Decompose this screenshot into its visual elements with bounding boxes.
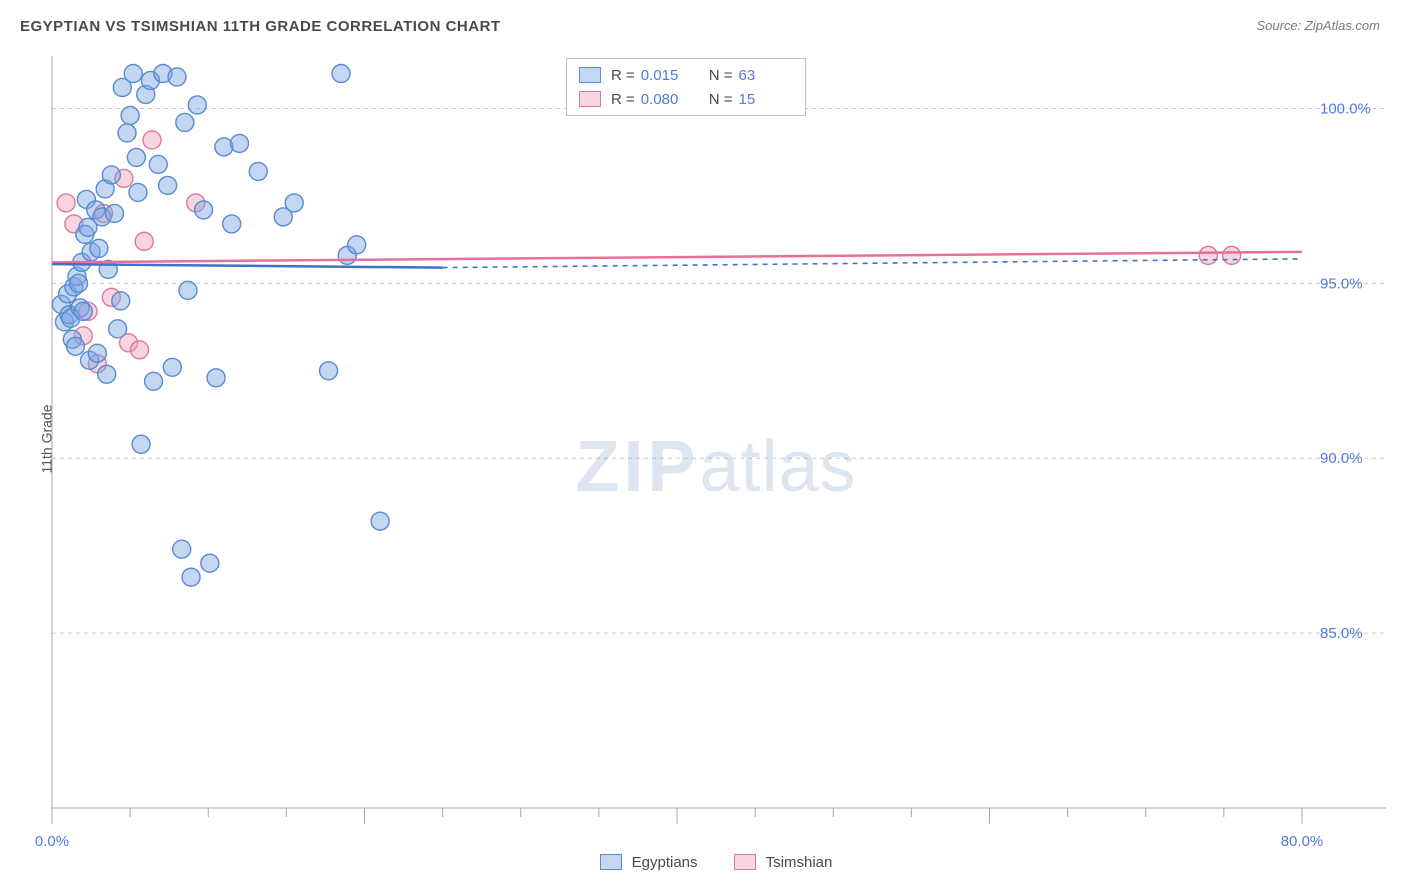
y-tick-labels: 85.0% 90.0% 95.0% 100.0% [1320,100,1371,642]
svg-text:0.0%: 0.0% [35,833,69,850]
stats-row-egyptians: R = 0.015 N = 63 [567,63,805,87]
scatter-points [52,64,1240,586]
swatch-egyptians [579,67,601,83]
source-prefix: Source: [1256,18,1304,33]
series-legend: Egyptians Tsimshian [46,854,1386,875]
svg-text:95.0%: 95.0% [1320,275,1363,292]
stats-row-tsimshian: R = 0.080 N = 15 [567,87,805,111]
scatter-chart: 85.0%90.0%95.0%100.0% 0.0%80.0% [46,48,1386,830]
chart-header: EGYPTIAN VS TSIMSHIAN 11TH GRADE CORRELA… [20,18,1386,42]
swatch-egyptians-2 [600,854,622,870]
regression-lines [52,252,1302,268]
stat-r-label: R = [611,67,635,84]
chart-source: Source: ZipAtlas.com [1256,18,1380,33]
stat-n-label: N = [709,67,733,84]
svg-text:80.0%: 80.0% [1281,833,1324,850]
stat-r-label-2: R = [611,91,635,108]
chart-title: EGYPTIAN VS TSIMSHIAN 11TH GRADE CORRELA… [20,18,501,35]
swatch-tsimshian [579,91,601,107]
legend-label-tsimshian: Tsimshian [766,854,833,871]
legend-item-tsimshian: Tsimshian [734,854,833,871]
stat-n-egyptians: 63 [739,67,793,84]
plot-area: 11th Grade 85.0%90.0%95.0%100.0% 0.0%80.… [46,48,1386,830]
stat-n-tsimshian: 15 [739,91,793,108]
x-tick-labels: 0.0% 80.0% [35,833,1323,850]
stats-legend: R = 0.015 N = 63 R = 0.080 N = 15 [566,58,806,116]
svg-text:90.0%: 90.0% [1320,450,1363,467]
legend-item-egyptians: Egyptians [600,854,698,871]
source-name: ZipAtlas.com [1305,18,1380,33]
stat-r-egyptians: 0.015 [641,67,695,84]
stat-r-tsimshian: 0.080 [641,91,695,108]
svg-text:85.0%: 85.0% [1320,625,1363,642]
swatch-tsimshian-2 [734,854,756,870]
legend-label-egyptians: Egyptians [632,854,698,871]
svg-text:100.0%: 100.0% [1320,100,1371,117]
gridlines [52,108,1386,633]
stat-n-label-2: N = [709,91,733,108]
